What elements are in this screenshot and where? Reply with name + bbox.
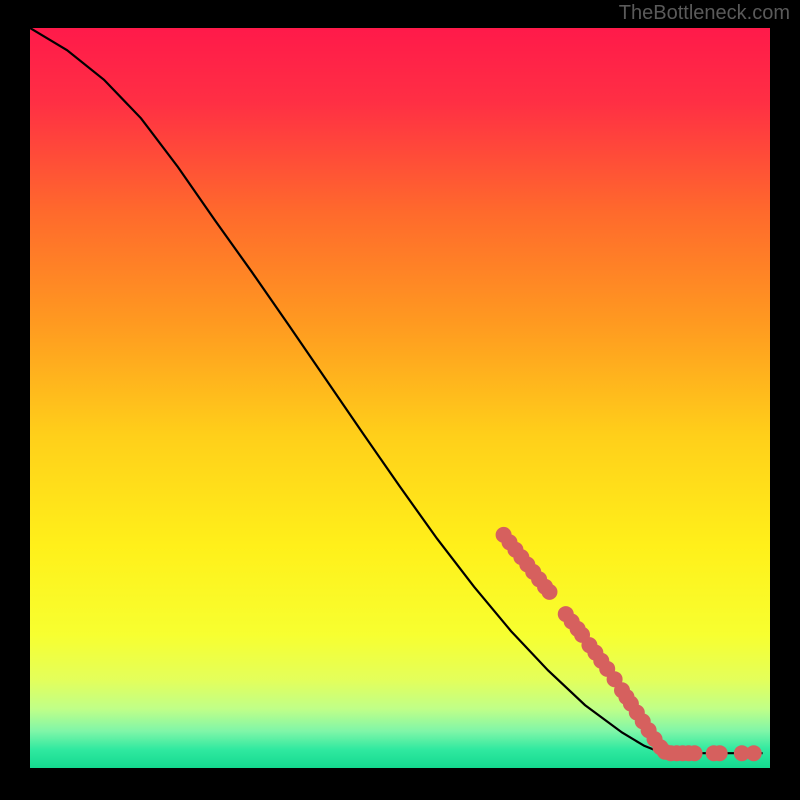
chart-container: TheBottleneck.com — [0, 0, 800, 800]
data-marker — [746, 745, 762, 761]
data-marker — [541, 584, 557, 600]
marker-group — [496, 527, 762, 761]
plot-area — [30, 28, 770, 768]
bottleneck-curve — [30, 28, 763, 753]
curve-layer — [30, 28, 770, 768]
data-marker — [712, 745, 728, 761]
attribution-text: TheBottleneck.com — [619, 2, 790, 25]
data-marker — [687, 745, 703, 761]
